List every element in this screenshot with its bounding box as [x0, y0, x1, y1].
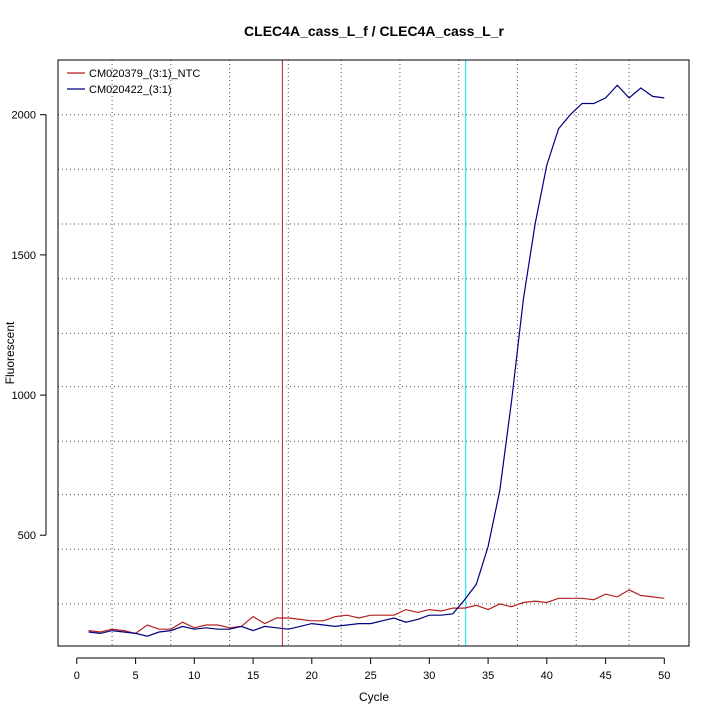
y-tick-label: 2000 [12, 110, 36, 122]
legend-label: CM020422_(3:1) [89, 84, 172, 96]
reference-lines [281, 60, 467, 646]
grid [58, 60, 689, 646]
series-line [88, 589, 665, 635]
y-tick-label: 1000 [12, 390, 36, 402]
y-axis: 500 1000 1500 2000 [12, 110, 47, 542]
x-tick-label: 10 [188, 670, 200, 682]
legend-label: CM020379_(3:1)_NTC [89, 68, 200, 80]
y-axis-label: Fluorescent [3, 321, 17, 384]
x-tick-label: 20 [306, 670, 318, 682]
y-tick-label: 500 [18, 530, 36, 542]
x-axis-label: Cycle [359, 690, 389, 704]
plot-frame [57, 59, 690, 647]
x-axis: 0 5 10 15 20 25 30 35 40 45 50 [74, 657, 670, 682]
x-tick-label: 50 [658, 670, 670, 682]
x-tick-label: 35 [482, 670, 494, 682]
x-tick-label: 5 [133, 670, 139, 682]
y-tick-label: 1500 [12, 250, 36, 262]
x-tick-label: 30 [423, 670, 435, 682]
x-tick-label: 25 [364, 670, 376, 682]
series-line [88, 84, 665, 637]
x-tick-label: 45 [599, 670, 611, 682]
x-tick-label: 40 [541, 670, 553, 682]
x-tick-label: 15 [247, 670, 259, 682]
legend: CM020379_(3:1)_NTC CM020422_(3:1) [67, 68, 200, 96]
chart-title: CLEC4A_cass_L_f / CLEC4A_cass_L_r [244, 23, 504, 39]
x-tick-label: 0 [74, 670, 80, 682]
series-lines [88, 84, 665, 637]
